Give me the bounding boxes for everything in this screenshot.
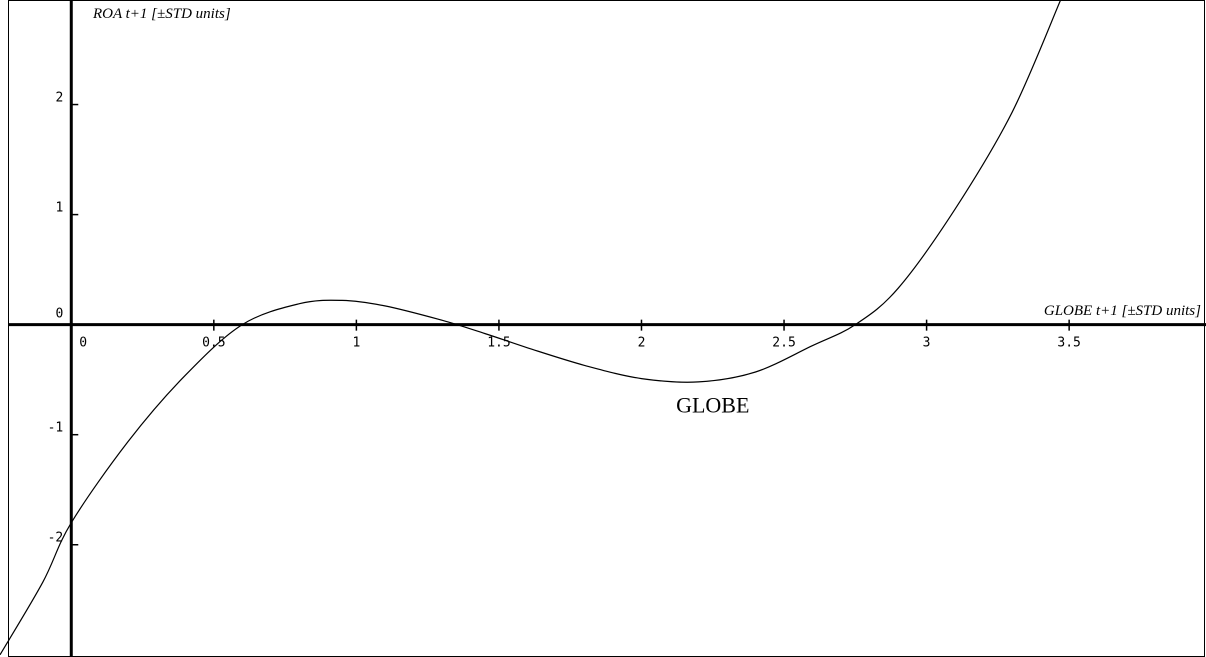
y-tick-label: 2 [55,91,63,106]
curve-annotation: GLOBE [676,393,749,418]
x-tick-label: 3.5 [1057,336,1080,351]
x-axis-ticks: 0 0.5 1 1.5 2 2.5 3 3.5 [79,319,1081,351]
y-tick-label: -1 [48,421,64,436]
x-tick-label: 1 [352,336,360,351]
series-line [0,0,1062,656]
x-tick-label: 2 [638,336,646,351]
y-tick-label: 1 [55,201,63,216]
y-axis-title: ROA t+1 [±STD units] [92,6,231,22]
x-axis-title: GLOBE t+1 [±STD units] [1044,303,1201,319]
y-tick-label: -2 [48,531,64,546]
x-tick-label: 3 [923,336,931,351]
plot-frame [8,0,1205,657]
x-tick-label: 0.5 [202,336,225,351]
x-tick-label: 0 [79,336,87,351]
y-axis-ticks: 2 1 0 -1 -2 [48,91,79,546]
x-tick-label: 2.5 [772,336,795,351]
x-tick-label: 1.5 [487,336,510,351]
y-tick-label: 0 [55,307,63,322]
